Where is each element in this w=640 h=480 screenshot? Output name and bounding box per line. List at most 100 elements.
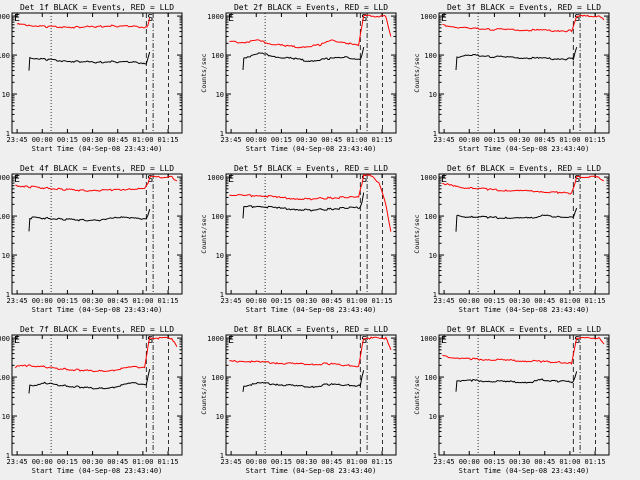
x-tick-label: 00:30	[296, 297, 317, 305]
detector-panel: Det 1f BLACK = Events, RED = LLD 1 10 100 10…	[0, 3, 183, 153]
x-axis-label: Start Time (04-Sep-08 23:43:40)	[246, 145, 377, 153]
y-tick-label: 10	[2, 91, 10, 99]
x-tick-label: 00:00	[246, 136, 267, 144]
x-tick-label: 01:15	[158, 458, 179, 466]
x-tick-label: 00:15	[57, 297, 78, 305]
x-tick-label: 00:00	[32, 458, 53, 466]
x-tick-label: 00:30	[509, 458, 530, 466]
y-tick-label: 1000	[0, 13, 10, 21]
x-tick-label: 00:30	[296, 458, 317, 466]
y-tick-label: 1	[6, 291, 10, 299]
y-tick-label: 1	[433, 291, 437, 299]
x-tick-label: 01:15	[372, 297, 393, 305]
x-tick-label: 01:15	[372, 458, 393, 466]
x-tick-label: 00:45	[107, 458, 128, 466]
x-tick-label: 00:15	[271, 458, 292, 466]
panel-title: Det 5f BLACK = Events, RED = LLD	[234, 164, 388, 173]
series-line	[229, 174, 392, 232]
series-line	[16, 17, 151, 29]
x-tick-label: 00:30	[82, 297, 103, 305]
x-tick-label: 00:15	[484, 297, 505, 305]
plot-frame	[11, 334, 183, 456]
series-line	[442, 14, 605, 33]
plot-frame	[11, 173, 183, 295]
series-line	[28, 51, 151, 71]
y-tick-label: 100	[211, 213, 224, 221]
y-tick-label: 100	[0, 374, 10, 382]
marker-E: E	[14, 174, 20, 185]
detector-panel: Det 7f BLACK = Events, RED = LLD 1 10 100 10…	[0, 325, 183, 475]
x-tick-label: 00:45	[534, 297, 555, 305]
series-line	[455, 46, 578, 71]
x-tick-label: 00:45	[534, 136, 555, 144]
marker-S: S	[361, 174, 367, 185]
x-tick-label: 00:45	[107, 297, 128, 305]
x-tick-label: 23:45	[434, 458, 455, 466]
y-tick-label: 1000	[207, 335, 224, 343]
x-tick-label: 00:15	[271, 297, 292, 305]
y-axis-label: Counts/sec	[200, 214, 208, 253]
marker-E: E	[228, 174, 234, 185]
y-tick-label: 1000	[207, 13, 224, 21]
x-tick-label: 00:30	[509, 136, 530, 144]
x-tick-label: 23:45	[221, 297, 242, 305]
panel-title: Det 8f BLACK = Events, RED = LLD	[234, 325, 388, 334]
y-tick-label: 10	[429, 413, 437, 421]
x-tick-label: 00:15	[271, 136, 292, 144]
x-tick-label: 01:00	[346, 136, 367, 144]
y-tick-label: 1000	[207, 174, 224, 182]
x-tick-label: 23:45	[7, 297, 28, 305]
plot-frame	[438, 173, 610, 295]
x-tick-label: 01:00	[132, 136, 153, 144]
series-line	[242, 46, 365, 71]
x-tick-label: 00:45	[534, 458, 555, 466]
y-tick-label: 10	[216, 252, 224, 260]
x-tick-label: 00:30	[82, 458, 103, 466]
x-tick-label: 23:45	[434, 297, 455, 305]
series-line	[15, 175, 178, 192]
x-tick-label: 00:30	[82, 136, 103, 144]
y-tick-label: 100	[211, 374, 224, 382]
marker-S: S	[361, 335, 367, 346]
x-tick-label: 00:30	[509, 297, 530, 305]
marker-S: S	[574, 174, 580, 185]
series-line	[242, 370, 365, 392]
plot-frame	[225, 173, 397, 295]
marker-S: S	[147, 335, 153, 346]
y-tick-label: 1	[220, 291, 224, 299]
y-axis-label: Counts/sec	[200, 53, 208, 92]
y-tick-label: 1	[220, 452, 224, 460]
y-tick-label: 10	[429, 252, 437, 260]
series-line	[28, 209, 151, 232]
x-axis-label: Start Time (04-Sep-08 23:43:40)	[246, 306, 377, 314]
detector-panel: Det 4f BLACK = Events, RED = LLD 1 10 100 10…	[0, 164, 183, 314]
x-tick-label: 00:45	[321, 136, 342, 144]
x-tick-label: 00:45	[107, 136, 128, 144]
marker-E: E	[441, 335, 447, 346]
marker-S: S	[147, 13, 153, 24]
panel-title: Det 1f BLACK = Events, RED = LLD	[20, 3, 174, 12]
marker-E: E	[228, 335, 234, 346]
x-tick-label: 01:00	[132, 458, 153, 466]
series-line	[242, 192, 365, 219]
series-line	[455, 371, 578, 392]
detector-panel: Det 3f BLACK = Events, RED = LLD 1 10 100 10…	[413, 3, 610, 153]
series-line	[28, 368, 151, 394]
y-tick-label: 1	[220, 130, 224, 138]
x-tick-label: 01:00	[132, 297, 153, 305]
x-axis-label: Start Time (04-Sep-08 23:43:40)	[459, 306, 590, 314]
x-tick-label: 00:15	[484, 458, 505, 466]
x-axis-label: Start Time (04-Sep-08 23:43:40)	[459, 467, 590, 475]
y-tick-label: 100	[211, 52, 224, 60]
x-tick-label: 00:00	[32, 297, 53, 305]
x-tick-label: 00:00	[459, 136, 480, 144]
x-tick-label: 00:15	[57, 136, 78, 144]
series-line	[229, 14, 392, 49]
x-tick-label: 01:00	[559, 458, 580, 466]
x-axis-label: Start Time (04-Sep-08 23:43:40)	[246, 467, 377, 475]
x-tick-label: 00:00	[32, 136, 53, 144]
x-tick-label: 01:15	[585, 136, 606, 144]
x-tick-label: 01:00	[346, 297, 367, 305]
marker-S: S	[361, 13, 367, 24]
